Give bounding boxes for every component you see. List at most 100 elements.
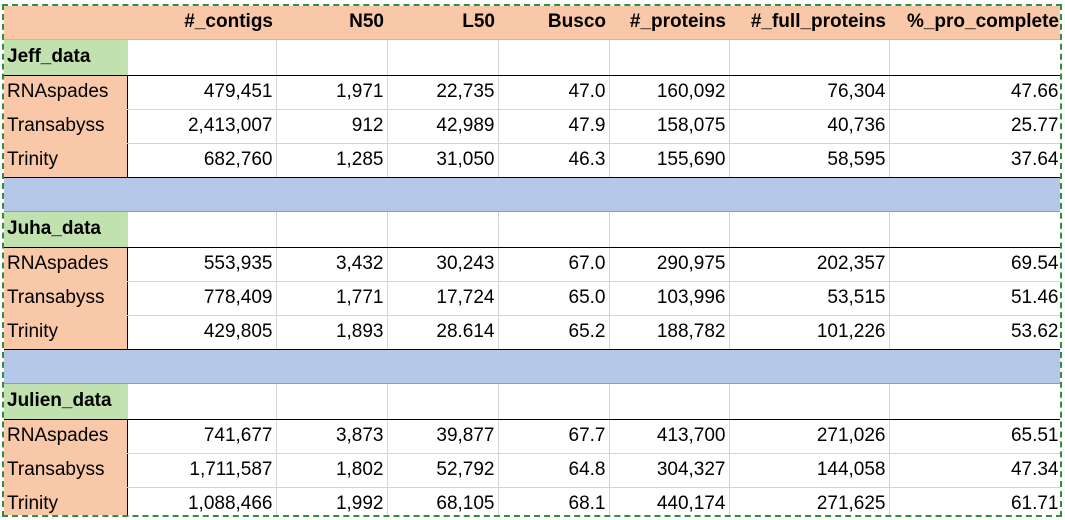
value-cell[interactable]: 304,327 (609, 453, 730, 488)
value-cell[interactable]: 53.62 (889, 315, 1060, 350)
separator-cell[interactable] (498, 177, 609, 212)
value-cell[interactable]: 25.77 (889, 109, 1060, 144)
empty-cell[interactable] (889, 383, 1060, 420)
value-cell[interactable]: 202,357 (729, 247, 890, 282)
value-cell[interactable]: 1,285 (276, 143, 388, 178)
separator-cell[interactable] (4, 177, 127, 212)
value-cell[interactable]: 2,413,007 (127, 109, 277, 144)
value-cell[interactable]: 778,409 (127, 281, 277, 316)
value-cell[interactable]: 65.2 (498, 315, 610, 350)
separator-cell[interactable] (276, 349, 387, 384)
value-cell[interactable]: 158,075 (609, 109, 730, 144)
value-cell[interactable]: 155,690 (609, 143, 730, 178)
header-cell-busco[interactable]: Busco (498, 6, 609, 40)
value-cell[interactable]: 76,304 (729, 75, 890, 110)
group-label-cell[interactable]: Julien_data (4, 383, 128, 420)
empty-cell[interactable] (276, 383, 388, 420)
value-cell[interactable]: 47.9 (498, 109, 610, 144)
separator-cell[interactable] (387, 177, 498, 212)
group-label-cell[interactable]: Jeff_data (4, 39, 128, 76)
value-cell[interactable]: 3,432 (276, 247, 388, 282)
value-cell[interactable]: 51.46 (889, 281, 1060, 316)
value-cell[interactable]: 68.1 (498, 487, 610, 515)
value-cell[interactable]: 413,700 (609, 419, 730, 454)
separator-cell[interactable] (127, 177, 276, 212)
value-cell[interactable]: 553,935 (127, 247, 277, 282)
empty-cell[interactable] (387, 383, 499, 420)
separator-cell[interactable] (729, 177, 889, 212)
empty-cell[interactable] (889, 211, 1060, 248)
separator-cell[interactable] (4, 349, 127, 384)
assembler-label-cell[interactable]: RNAspades (4, 419, 128, 454)
value-cell[interactable]: 31,050 (387, 143, 499, 178)
header-cell-pro-complete[interactable]: %_pro_complete (889, 6, 1060, 40)
value-cell[interactable]: 1,992 (276, 487, 388, 515)
assembler-label-cell[interactable]: Transabyss (4, 453, 128, 488)
header-cell-n50[interactable]: N50 (276, 6, 387, 40)
value-cell[interactable]: 1,711,587 (127, 453, 277, 488)
value-cell[interactable]: 61.71 (889, 487, 1060, 515)
separator-cell[interactable] (498, 349, 609, 384)
assembler-label-cell[interactable]: Transabyss (4, 109, 128, 144)
value-cell[interactable]: 46.3 (498, 143, 610, 178)
assembler-label-cell[interactable]: Trinity (4, 487, 128, 515)
value-cell[interactable]: 271,625 (729, 487, 890, 515)
separator-cell[interactable] (889, 177, 1060, 212)
separator-cell[interactable] (387, 349, 498, 384)
value-cell[interactable]: 65.0 (498, 281, 610, 316)
group-label-cell[interactable]: Juha_data (4, 211, 128, 248)
value-cell[interactable]: 67.0 (498, 247, 610, 282)
empty-cell[interactable] (889, 39, 1060, 76)
empty-cell[interactable] (127, 39, 277, 76)
value-cell[interactable]: 144,058 (729, 453, 890, 488)
value-cell[interactable]: 69.54 (889, 247, 1060, 282)
value-cell[interactable]: 47.66 (889, 75, 1060, 110)
empty-cell[interactable] (609, 211, 730, 248)
value-cell[interactable]: 58,595 (729, 143, 890, 178)
value-cell[interactable]: 912 (276, 109, 388, 144)
assembler-label-cell[interactable]: Trinity (4, 315, 128, 350)
value-cell[interactable]: 1,802 (276, 453, 388, 488)
assembler-label-cell[interactable]: Trinity (4, 143, 128, 178)
header-cell-contigs[interactable]: #_contigs (127, 6, 276, 40)
value-cell[interactable]: 68,105 (387, 487, 499, 515)
value-cell[interactable]: 47.0 (498, 75, 610, 110)
value-cell[interactable]: 1,893 (276, 315, 388, 350)
value-cell[interactable]: 429,805 (127, 315, 277, 350)
value-cell[interactable]: 1,971 (276, 75, 388, 110)
value-cell[interactable]: 290,975 (609, 247, 730, 282)
empty-cell[interactable] (729, 39, 890, 76)
empty-cell[interactable] (127, 211, 277, 248)
empty-cell[interactable] (609, 39, 730, 76)
empty-cell[interactable] (729, 383, 890, 420)
value-cell[interactable]: 1,088,466 (127, 487, 277, 515)
header-cell-label[interactable] (4, 6, 127, 40)
empty-cell[interactable] (127, 383, 277, 420)
separator-cell[interactable] (609, 177, 729, 212)
value-cell[interactable]: 188,782 (609, 315, 730, 350)
value-cell[interactable]: 103,996 (609, 281, 730, 316)
value-cell[interactable]: 53,515 (729, 281, 890, 316)
empty-cell[interactable] (276, 39, 388, 76)
value-cell[interactable]: 3,873 (276, 419, 388, 454)
value-cell[interactable]: 28.614 (387, 315, 499, 350)
empty-cell[interactable] (276, 211, 388, 248)
empty-cell[interactable] (387, 211, 499, 248)
value-cell[interactable]: 479,451 (127, 75, 277, 110)
assembler-label-cell[interactable]: RNAspades (4, 247, 128, 282)
header-cell-l50[interactable]: L50 (387, 6, 498, 40)
value-cell[interactable]: 30,243 (387, 247, 499, 282)
value-cell[interactable]: 17,724 (387, 281, 499, 316)
value-cell[interactable]: 64.8 (498, 453, 610, 488)
empty-cell[interactable] (498, 383, 610, 420)
value-cell[interactable]: 42,989 (387, 109, 499, 144)
value-cell[interactable]: 741,677 (127, 419, 277, 454)
empty-cell[interactable] (729, 211, 890, 248)
header-cell-proteins[interactable]: #_proteins (609, 6, 729, 40)
value-cell[interactable]: 52,792 (387, 453, 499, 488)
empty-cell[interactable] (498, 211, 610, 248)
value-cell[interactable]: 37.64 (889, 143, 1060, 178)
value-cell[interactable]: 22,735 (387, 75, 499, 110)
value-cell[interactable]: 67.7 (498, 419, 610, 454)
assembler-label-cell[interactable]: RNAspades (4, 75, 128, 110)
